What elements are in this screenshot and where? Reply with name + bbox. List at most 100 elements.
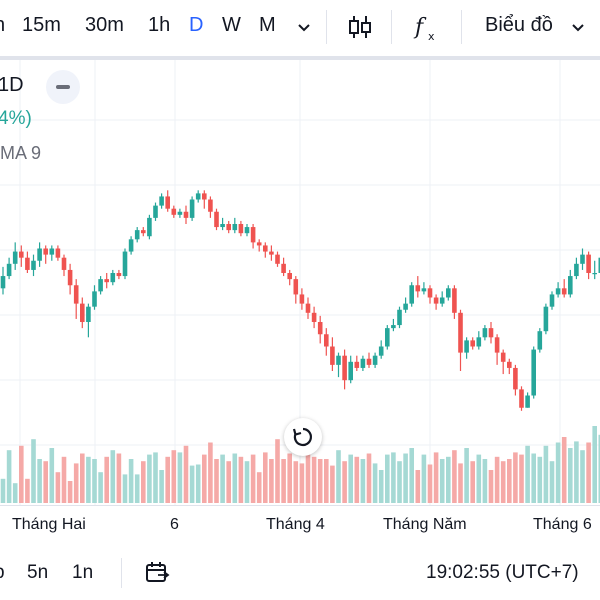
volume-bar (433, 452, 439, 503)
candle (366, 358, 372, 365)
volume-bar (378, 470, 384, 503)
x-tick-label: 6 (170, 516, 179, 533)
chart-menu-button[interactable]: Biểu đồ (485, 14, 553, 36)
candle (494, 337, 500, 353)
clock: 19:02:55 (UTC+7) (426, 562, 579, 583)
volume-bar (232, 453, 238, 503)
candle (311, 312, 317, 322)
candle (250, 227, 256, 243)
legend-change: 4%) (0, 108, 32, 129)
volume-bar (568, 448, 573, 503)
candle (208, 199, 213, 212)
volume-bar (531, 453, 536, 503)
toolbar-border (0, 56, 600, 60)
candle (183, 211, 189, 218)
candle (147, 217, 152, 237)
candle (43, 248, 48, 255)
calendar-icon[interactable] (144, 560, 170, 586)
candle (452, 288, 457, 313)
candle (336, 355, 341, 365)
range-button-5n[interactable]: 5n (27, 562, 49, 583)
toolbar-divider (326, 10, 327, 44)
legend-collapse-button[interactable] (46, 70, 80, 104)
candlestick-icon[interactable] (346, 13, 374, 41)
volume-bar (488, 470, 494, 503)
volume-bar (342, 461, 347, 503)
fx-icon[interactable]: f x (413, 12, 443, 44)
range-button-1n[interactable]: 1n (72, 562, 94, 583)
candle (220, 224, 225, 228)
chevron-down-icon[interactable] (296, 20, 312, 36)
legend-ma: MA 9 (0, 143, 42, 163)
candle (348, 361, 353, 381)
candle (49, 248, 55, 255)
volume-bar (519, 454, 524, 503)
candle (531, 349, 536, 396)
candle (256, 242, 262, 246)
volume-bar (354, 456, 360, 503)
volume-bar (177, 452, 183, 503)
volume-bar (159, 470, 164, 503)
volume-bar (55, 472, 61, 503)
interval-1h[interactable]: 1h (148, 14, 171, 36)
volume-bar (31, 439, 36, 503)
volume-bar (574, 441, 579, 503)
volume-bar (299, 463, 305, 503)
volume-bar (220, 454, 225, 503)
candle (488, 328, 494, 338)
candle (537, 331, 543, 350)
candle (403, 303, 408, 310)
x-tick-label: Tháng 6 (533, 516, 592, 533)
volume-bar (549, 461, 555, 503)
candle (19, 251, 24, 258)
volume-bar (403, 453, 408, 503)
candle (92, 291, 97, 307)
volume-bar (543, 445, 549, 503)
volume-bar (134, 474, 140, 503)
volume-bar (189, 465, 195, 503)
interval-partial[interactable]: n (0, 14, 5, 37)
volume-bar (287, 453, 292, 503)
candle (80, 303, 85, 322)
volume-bar (415, 470, 421, 503)
price-chart[interactable] (0, 60, 600, 510)
volume-bar (305, 452, 311, 503)
candle (549, 294, 555, 307)
volume-bar (293, 461, 299, 503)
toolbar-divider (461, 10, 462, 44)
volume-bar (80, 453, 85, 503)
volume-bar (67, 481, 73, 503)
volume-bar (269, 459, 274, 503)
volume-bar (586, 442, 591, 503)
x-tick-label: Tháng Năm (383, 516, 467, 533)
candle (568, 276, 573, 295)
reset-icon (292, 427, 312, 447)
volume-bar (12, 483, 18, 503)
volume-bar (391, 452, 396, 503)
candle (397, 309, 402, 326)
range-button-partial[interactable]: p (0, 562, 5, 584)
volume-bar (494, 456, 500, 503)
interval-30m[interactable]: 30m (85, 14, 124, 36)
x-tick-label: Tháng 4 (266, 516, 325, 533)
volume-bar (263, 452, 268, 503)
interval-m[interactable]: M (259, 14, 276, 36)
candle (0, 276, 6, 289)
volume-bar (183, 445, 189, 503)
volume-bar (110, 450, 116, 503)
interval-w[interactable]: W (222, 14, 241, 36)
candle (171, 208, 177, 215)
volume-bar (555, 442, 561, 503)
candle (391, 325, 396, 329)
candle (141, 230, 146, 234)
chevron-down-icon[interactable] (570, 20, 586, 36)
interval-d[interactable]: D (189, 14, 204, 36)
volume-bar (19, 445, 24, 503)
interval-15m[interactable]: 15m (22, 14, 61, 36)
volume-bar (61, 456, 67, 503)
reset-chart-button[interactable] (284, 418, 322, 456)
volume-bar (275, 439, 280, 503)
volume-bar (147, 454, 152, 503)
candle (116, 273, 122, 277)
volume-bar (49, 448, 55, 503)
